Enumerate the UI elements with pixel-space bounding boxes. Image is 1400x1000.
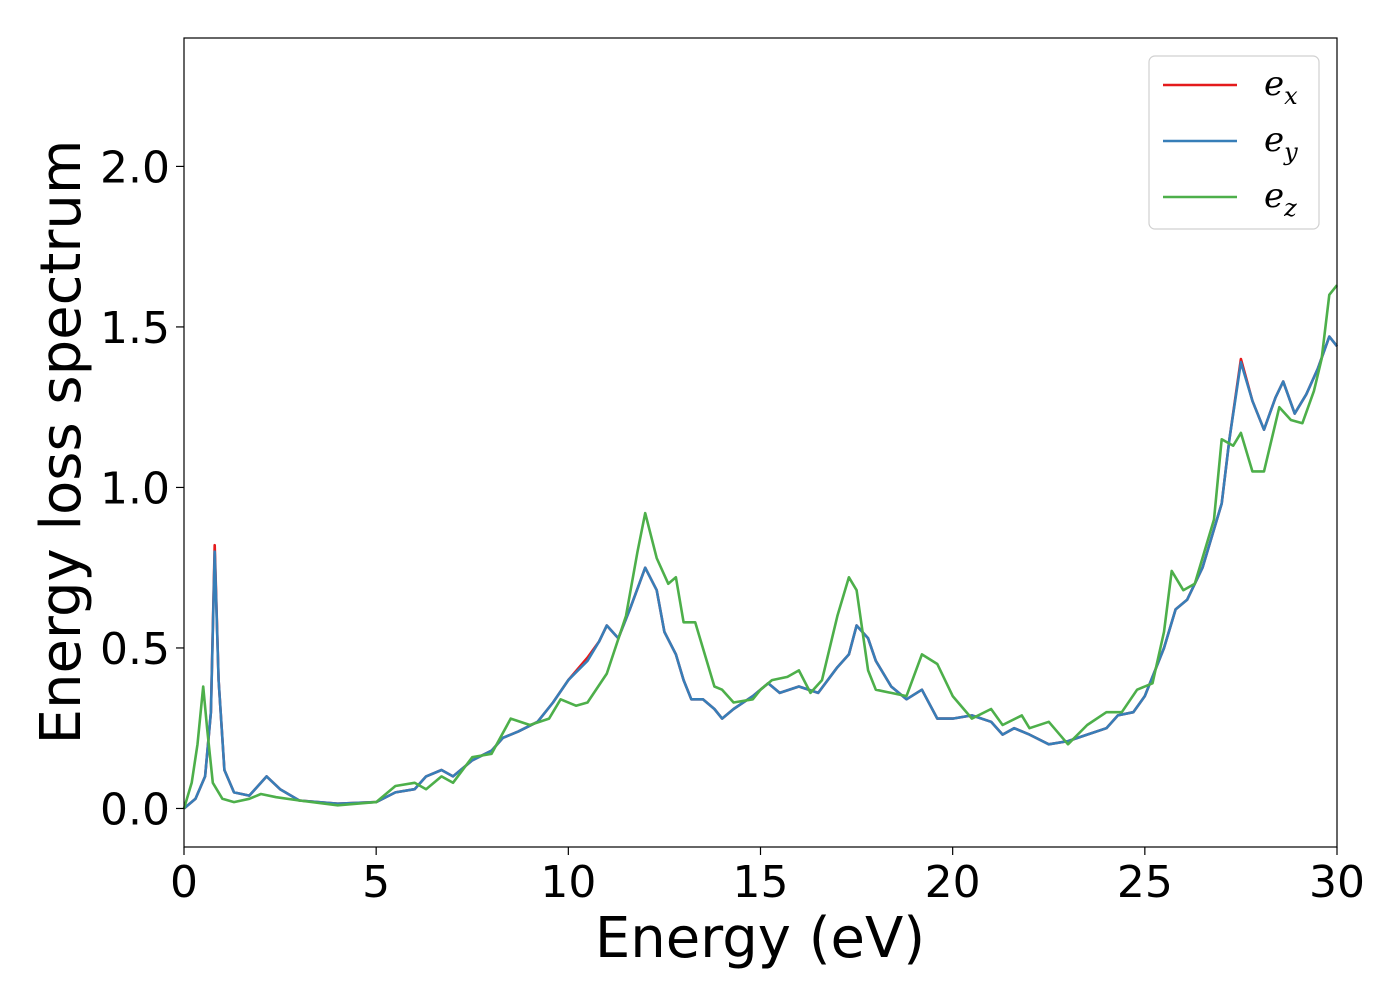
legend-label-x: ex — [1264, 64, 1298, 110]
legend-label-z: ez — [1264, 176, 1297, 222]
legend-label-subscript: y — [1283, 138, 1298, 166]
legend-label-base: e — [1264, 120, 1284, 160]
y-tick-label: 2.0 — [100, 142, 170, 193]
x-tick-label: 15 — [733, 857, 789, 908]
y-tick-label: 1.0 — [100, 463, 170, 514]
x-tick-label: 0 — [170, 857, 198, 908]
plot-background — [184, 38, 1337, 847]
legend-label-subscript: x — [1284, 82, 1298, 110]
y-tick-label: 1.5 — [100, 303, 170, 354]
legend-label-y: ey — [1264, 120, 1298, 166]
legend-label-subscript: z — [1283, 194, 1297, 222]
x-tick-label: 10 — [540, 857, 596, 908]
x-tick-label: 25 — [1117, 857, 1173, 908]
series-lines — [182, 284, 1339, 810]
x-tick-label: 30 — [1309, 857, 1365, 908]
legend-box — [1148, 55, 1320, 230]
series-line-z — [182, 284, 1339, 809]
x-tick-label: 20 — [925, 857, 981, 908]
y-axis-label: Energy loss spectrum — [29, 140, 94, 745]
legend-label-base: e — [1264, 176, 1284, 216]
x-tick-label: 5 — [362, 857, 390, 908]
x-axis-ticks: 0 5 10 15 20 25 30 — [170, 847, 1365, 908]
y-axis-ticks: 0.0 0.5 1.0 1.5 2.0 — [100, 142, 184, 835]
y-tick-label: 0.0 — [100, 784, 170, 835]
legend-label-base: e — [1264, 64, 1284, 104]
y-tick-label: 0.5 — [100, 624, 170, 675]
x-axis-label: Energy (eV) — [595, 906, 925, 971]
